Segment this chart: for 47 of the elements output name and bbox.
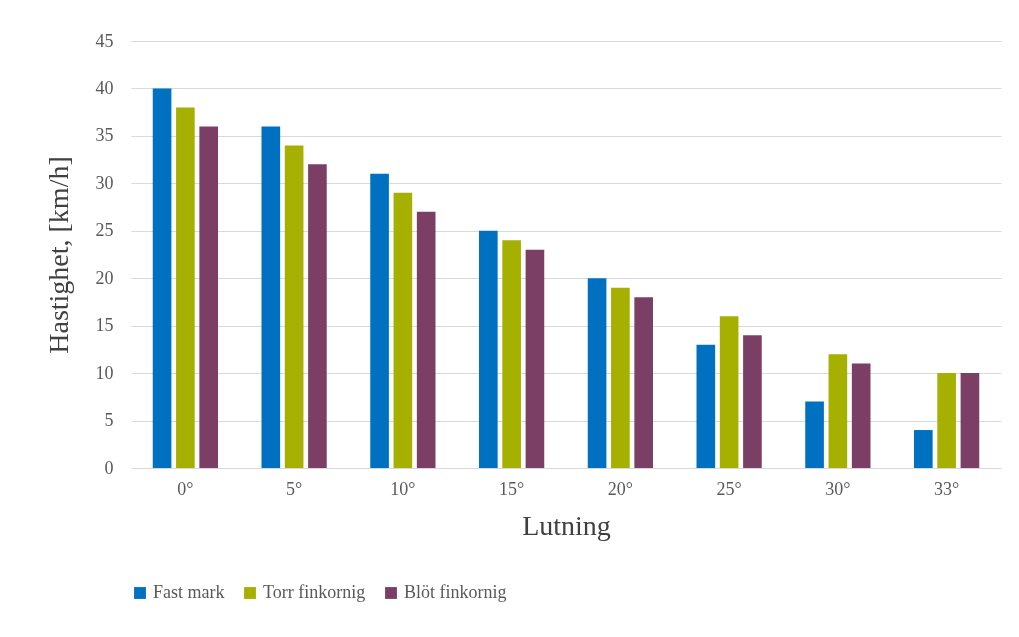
bar — [261, 126, 281, 468]
x-tick-label: 15° — [499, 478, 525, 499]
bar — [152, 88, 172, 468]
legend-label: Blöt finkornig — [404, 582, 507, 602]
x-tick-label: 33° — [934, 478, 960, 499]
x-tick-label: 0° — [177, 478, 194, 499]
bar — [960, 373, 980, 468]
bar — [914, 430, 933, 468]
x-axis-title: Lutning — [522, 509, 611, 541]
y-axis-title: Hastighet, [km/h] — [42, 156, 74, 354]
bar — [308, 164, 327, 468]
bar — [743, 335, 762, 468]
bar — [587, 278, 607, 468]
y-tick-label: 45 — [95, 30, 114, 51]
bar — [393, 192, 413, 468]
bar — [525, 249, 545, 468]
y-tick-label: 25 — [95, 220, 114, 241]
legend-label: Torr finkornig — [263, 582, 366, 602]
bar — [805, 401, 824, 468]
bar — [479, 230, 498, 468]
bar — [416, 211, 436, 468]
bar — [284, 145, 304, 468]
y-tick-label: 0 — [104, 457, 114, 478]
bar — [851, 363, 871, 468]
bar — [611, 287, 630, 468]
bar — [502, 240, 521, 468]
y-tick-label: 15 — [95, 315, 114, 336]
bar — [937, 373, 956, 468]
y-tick-label: 40 — [95, 77, 114, 98]
x-tick-label: 30° — [825, 478, 851, 499]
bar — [370, 173, 389, 468]
bar — [176, 107, 195, 468]
bar — [634, 297, 653, 468]
bar — [719, 316, 739, 468]
y-tick-label: 10 — [95, 362, 114, 383]
x-tick-label: 25° — [716, 478, 742, 499]
bar — [828, 354, 848, 468]
bar — [696, 344, 716, 468]
legend-label: Fast mark — [153, 582, 225, 602]
x-tick-label: 10° — [390, 478, 416, 499]
y-tick-label: 30 — [95, 172, 114, 193]
x-tick-label: 5° — [286, 478, 303, 499]
y-tick-label: 5 — [104, 410, 114, 431]
y-tick-label: 35 — [95, 125, 114, 146]
x-tick-label: 20° — [607, 478, 633, 499]
bar — [199, 126, 218, 468]
y-tick-label: 20 — [95, 267, 114, 288]
